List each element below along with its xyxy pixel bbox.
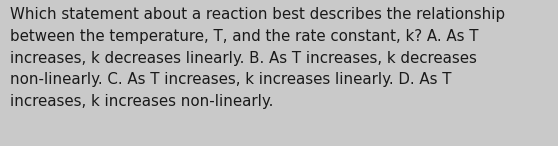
Text: Which statement about a reaction best describes the relationship
between the tem: Which statement about a reaction best de… [10, 7, 505, 109]
